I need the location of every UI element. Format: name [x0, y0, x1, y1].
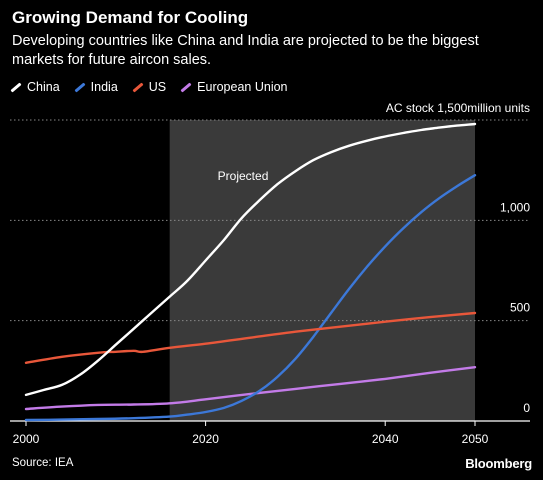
y-tick-label: AC stock 1,500million units — [386, 101, 530, 115]
series-line-us — [24, 311, 477, 364]
legend-label-india: India — [90, 80, 118, 94]
series-line-india — [24, 174, 477, 422]
legend-item-eu: European Union — [180, 80, 288, 94]
series-line-european-union — [24, 366, 477, 411]
x-tick-label: 2000 — [13, 432, 40, 446]
legend-label-china: China — [27, 80, 60, 94]
projected-region — [169, 120, 475, 421]
series-line-china — [24, 122, 477, 397]
x-tick-label: 2040 — [372, 432, 399, 446]
legend-label-eu: European Union — [197, 80, 288, 94]
legend-item-china: China — [10, 80, 60, 94]
legend-item-india: India — [74, 80, 118, 94]
bloomberg-logo: Bloomberg — [465, 456, 532, 471]
legend: China India US European Union — [10, 80, 288, 94]
y-tick-label: 1,000 — [500, 200, 530, 214]
y-tick-label: 0 — [523, 401, 530, 415]
source-note: Source: IEA — [12, 457, 74, 469]
y-tick-label: 500 — [510, 301, 530, 315]
legend-item-us: US — [132, 80, 166, 94]
chart-subtitle: Developing countries like China and Indi… — [12, 33, 479, 68]
x-tick-label: 2050 — [462, 432, 489, 446]
x-tick-label: 2020 — [192, 432, 219, 446]
chart-title: Growing Demand for Cooling — [12, 8, 249, 27]
projected-label: Projected — [218, 169, 269, 183]
legend-label-us: US — [148, 80, 167, 94]
